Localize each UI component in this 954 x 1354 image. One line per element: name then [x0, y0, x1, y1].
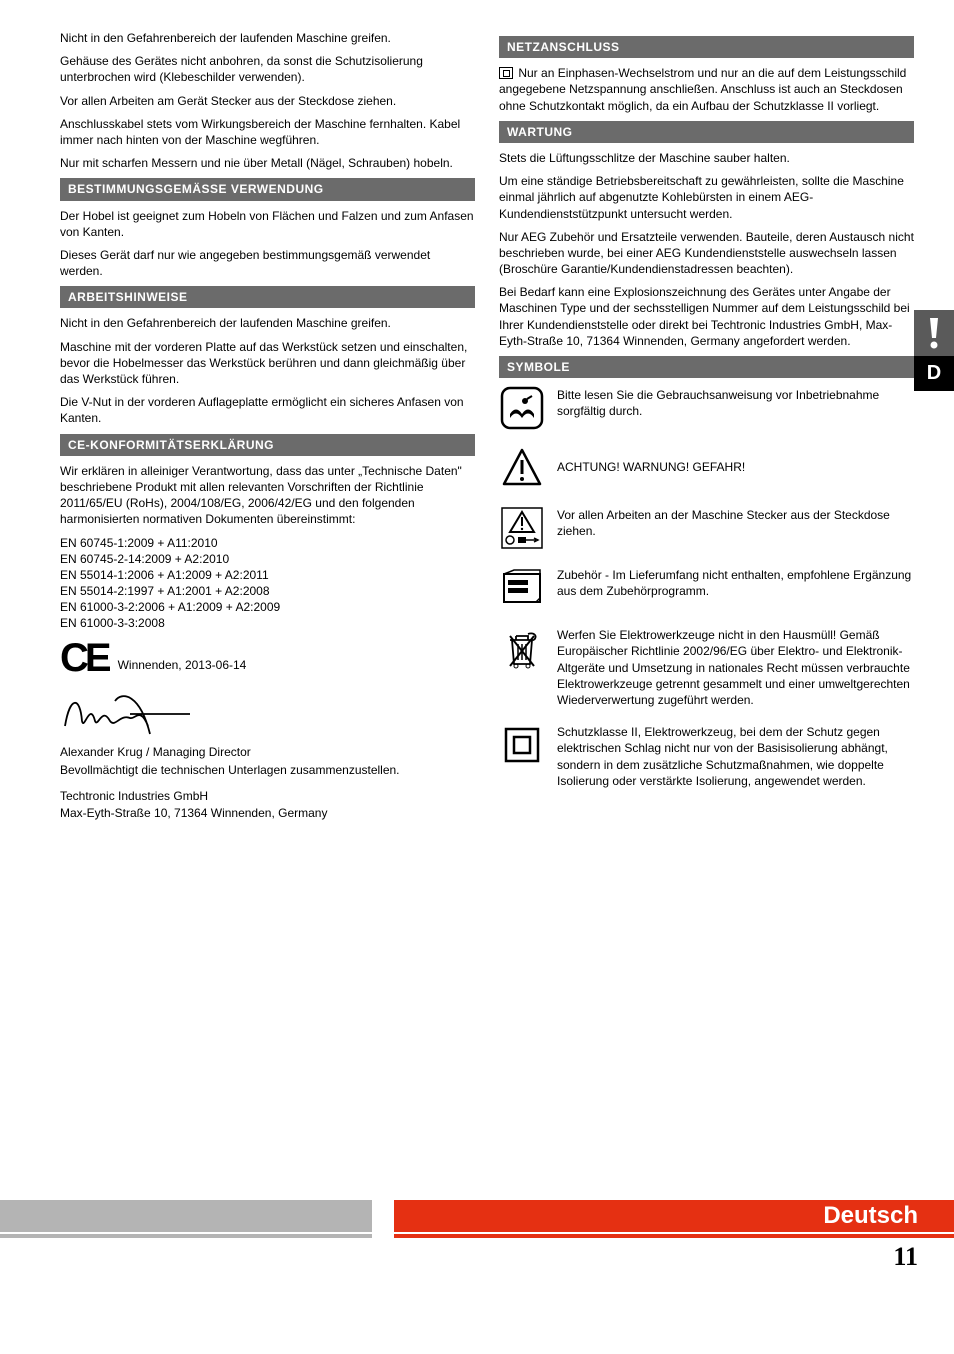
standard-line: EN 55014-2:1997 + A1:2001 + A2:2008	[60, 583, 475, 599]
section-header: NETZANSCHLUSS	[499, 36, 914, 58]
standard-line: EN 55014-1:2006 + A1:2009 + A2:2011	[60, 567, 475, 583]
symbol-text: Vor allen Arbeiten an der Maschine Steck…	[557, 505, 914, 539]
right-column: NETZANSCHLUSS Nur an Einphasen-Wechselst…	[499, 30, 914, 829]
page-number: 11	[893, 1239, 918, 1274]
para: Die V-Nut in der vorderen Auflageplatte …	[60, 394, 475, 426]
signature-icon	[60, 686, 200, 736]
signer-name: Alexander Krug / Managing Director	[60, 744, 475, 760]
class2-inline-icon	[499, 67, 513, 79]
ce-date: Winnenden, 2013-06-14	[118, 657, 247, 673]
section-header: WARTUNG	[499, 121, 914, 143]
left-column: Nicht in den Gefahrenbereich der laufend…	[60, 30, 475, 829]
para: Nur AEG Zubehör und Ersatzteile verwende…	[499, 229, 914, 278]
para: Nicht in den Gefahrenbereich der laufend…	[60, 315, 475, 331]
footer-language-band: Deutsch	[394, 1200, 954, 1232]
para: Nur mit scharfen Messern und nie über Me…	[60, 155, 475, 171]
para: Gehäuse des Gerätes nicht anbohren, da s…	[60, 53, 475, 85]
para: Maschine mit der vorderen Platte auf das…	[60, 339, 475, 388]
side-lang-letter: D	[914, 356, 954, 391]
para: Wir erklären in alleiniger Verantwortung…	[60, 463, 475, 528]
para-text: Nur an Einphasen-Wechselstrom und nur an…	[499, 66, 906, 112]
para: Vor allen Arbeiten am Gerät Stecker aus …	[60, 93, 475, 109]
para: Der Hobel ist geeignet zum Hobeln von Fl…	[60, 208, 475, 240]
standard-line: EN 60745-2-14:2009 + A2:2010	[60, 551, 475, 567]
para: Nur an Einphasen-Wechselstrom und nur an…	[499, 65, 914, 114]
symbol-text: Bitte lesen Sie die Gebrauchsanweisung v…	[557, 385, 914, 419]
section-header: ARBEITSHINWEISE	[60, 286, 475, 308]
symbol-text: Zubehör - Im Lieferumfang nicht enthalte…	[557, 565, 914, 599]
para: Um eine ständige Betriebsbereitschaft zu…	[499, 173, 914, 222]
signer-role: Bevollmächtigt die technischen Unterlage…	[60, 762, 475, 778]
weee-bin-icon	[499, 625, 545, 671]
para: Stets die Lüftungsschlitze der Maschine …	[499, 150, 914, 166]
footer-language: Deutsch	[823, 1200, 918, 1232]
side-exclamation-icon	[920, 316, 948, 350]
para: Anschlusskabel stets vom Wirkungsbereich…	[60, 116, 475, 148]
company-name: Techtronic Industries GmbH	[60, 788, 475, 804]
standard-line: EN 61000-3-3:2008	[60, 615, 475, 631]
company-address: Max-Eyth-Straße 10, 71364 Winnenden, Ger…	[60, 805, 475, 821]
side-warning-tab: D	[914, 310, 954, 391]
footer-red-underline	[394, 1234, 954, 1238]
section-header: BESTIMMUNGSGEMÄSSE VERWENDUNG	[60, 178, 475, 200]
section-header: CE-KONFORMITÄTSERKLÄRUNG	[60, 434, 475, 456]
para: Bei Bedarf kann eine Explosionszeichnung…	[499, 284, 914, 349]
warning-triangle-icon	[499, 445, 545, 491]
accessory-icon	[499, 565, 545, 611]
para: Dieses Gerät darf nur wie angegeben best…	[60, 247, 475, 279]
symbol-text: ACHTUNG! WARNUNG! GEFAHR!	[557, 445, 914, 475]
footer-gray-bar	[0, 1200, 372, 1232]
symbol-text: Schutzklasse II, Elektrowerkzeug, bei de…	[557, 722, 914, 789]
section-header: SYMBOLE	[499, 356, 914, 378]
unplug-icon	[499, 505, 545, 551]
symbol-text: Werfen Sie Elektrowerkzeuge nicht in den…	[557, 625, 914, 708]
ce-mark-icon: CE	[60, 642, 108, 674]
para: Nicht in den Gefahrenbereich der laufend…	[60, 30, 475, 46]
standard-line: EN 60745-1:2009 + A11:2010	[60, 535, 475, 551]
read-manual-icon	[499, 385, 545, 431]
standard-line: EN 61000-3-2:2006 + A1:2009 + A2:2009	[60, 599, 475, 615]
class2-icon	[499, 722, 545, 768]
